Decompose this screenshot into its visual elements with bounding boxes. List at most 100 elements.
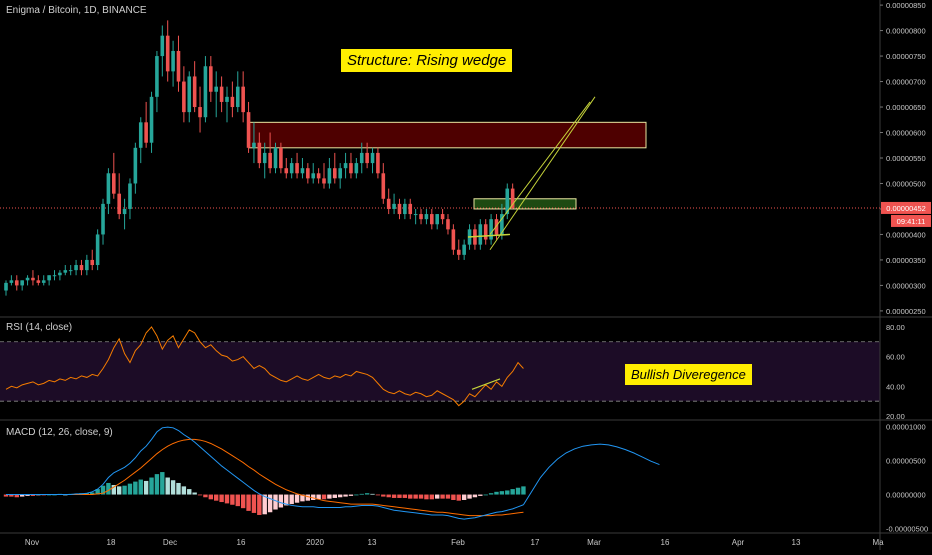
macd-histogram-bar [278,494,284,508]
rising-wedge-annotation-text: Structure: Rising wedge [347,52,507,69]
macd-histogram-bar [386,494,391,498]
macd-histogram-bar [435,494,440,499]
candle-body [85,259,89,271]
macd-histogram-bar [90,492,95,495]
macd-histogram-bar [149,477,154,495]
candle-body [160,35,165,57]
macd-histogram-bar [214,494,219,501]
macd-histogram-bar [3,494,9,497]
macd-histogram-bar [327,494,332,499]
candle-body [90,259,95,266]
macd-histogram-bar [19,494,25,497]
candle-body [36,280,41,283]
candle-body [31,277,35,281]
time-tick-label: 13 [368,538,377,547]
candle-body [101,203,105,235]
wedge-upper-line [489,96,596,251]
candle-body [494,219,499,235]
macd-histogram-bar [267,494,273,513]
macd-histogram-bar [133,481,138,495]
macd-histogram-bar [143,480,149,495]
macd-histogram-bar [160,472,165,495]
macd-histogram-bar [300,494,305,502]
rsi-tick-label: 60.00 [886,353,905,362]
candle-body [74,265,78,271]
macd-histogram-bar [332,494,337,498]
macd-tick-label: 0.00000000 [886,491,926,500]
price-tick-label: 0.00000300 [886,281,926,290]
macd-histogram-bar [451,494,456,500]
time-tick-label: Apr [732,538,745,547]
last-price-tag-text: 0.00000452 [886,204,926,213]
candle-body [182,81,186,113]
candle-body [440,214,445,220]
rising-wedge-annotation[interactable]: Structure: Rising wedge [341,49,513,72]
candle-body [235,86,240,108]
macd-histogram-bar [154,474,160,495]
candle-body [122,208,127,215]
macd-histogram-bar [445,494,451,499]
macd-histogram-bar [354,494,359,496]
macd-histogram-bar [246,494,251,511]
price-tick-label: 0.00000750 [886,52,926,61]
macd-histogram-bar [461,494,467,500]
candle-body [338,168,342,179]
candle-body [25,277,30,281]
macd-histogram-bar [170,480,176,495]
candle-body [413,214,418,216]
time-tick-label: 2020 [306,538,324,547]
candle-body [505,188,510,215]
candle-body [117,193,121,215]
macd-histogram-bar [95,489,100,495]
price-pane-title: Enigma / Bitcoin, 1D, BINANCE [6,5,147,16]
candle-body [327,168,332,184]
macd-histogram-bar [30,494,36,496]
macd-histogram-bar [257,494,262,515]
candle-body [354,163,359,174]
macd-histogram-bar [192,492,197,495]
candle-body [322,178,326,184]
candle-body [192,76,197,108]
macd-histogram-bar [521,486,526,495]
countdown-tag-text: 09:41:11 [897,217,926,226]
time-tick-label: Ma [872,538,884,547]
macd-histogram-bar [289,494,294,505]
price-tick-label: 0.00000600 [886,129,926,138]
macd-histogram-bar [176,482,181,495]
macd-histogram-bar [364,493,370,495]
macd-histogram-bar [9,494,14,497]
macd-histogram-bar [375,494,381,496]
macd-projection-line [523,443,660,506]
candle-body [246,112,251,148]
time-tick-label: Dec [163,538,177,547]
candle-body [268,152,272,169]
rsi-tick-label: 80.00 [886,323,905,332]
macd-histogram-bar [181,486,187,495]
macd-histogram-bar [294,494,300,503]
macd-histogram-bar [429,494,435,500]
bullish-divergence-annotation[interactable]: Bullish Diveregence [625,364,752,385]
macd-histogram-bar [14,494,19,498]
candle-body [58,272,62,276]
rsi-pane-title: RSI (14, close) [6,322,73,333]
countdown-tag [891,214,931,227]
candle-body [144,122,148,143]
candle-body [279,147,283,169]
macd-histogram-bar [262,494,267,515]
macd-histogram-bar [111,485,116,495]
candle-body [392,203,396,209]
macd-histogram-bar [494,491,499,495]
macd-histogram-bar [456,494,461,501]
candle-body [63,270,68,273]
time-tick-label: Feb [451,538,465,547]
macd-histogram-bar [84,493,90,495]
candle-body [149,96,154,143]
candle-body [241,86,245,113]
price-tick-label: 0.00000550 [886,154,926,163]
candle-body [273,147,278,169]
macd-histogram-bar [106,482,111,495]
candle-body [225,96,229,102]
